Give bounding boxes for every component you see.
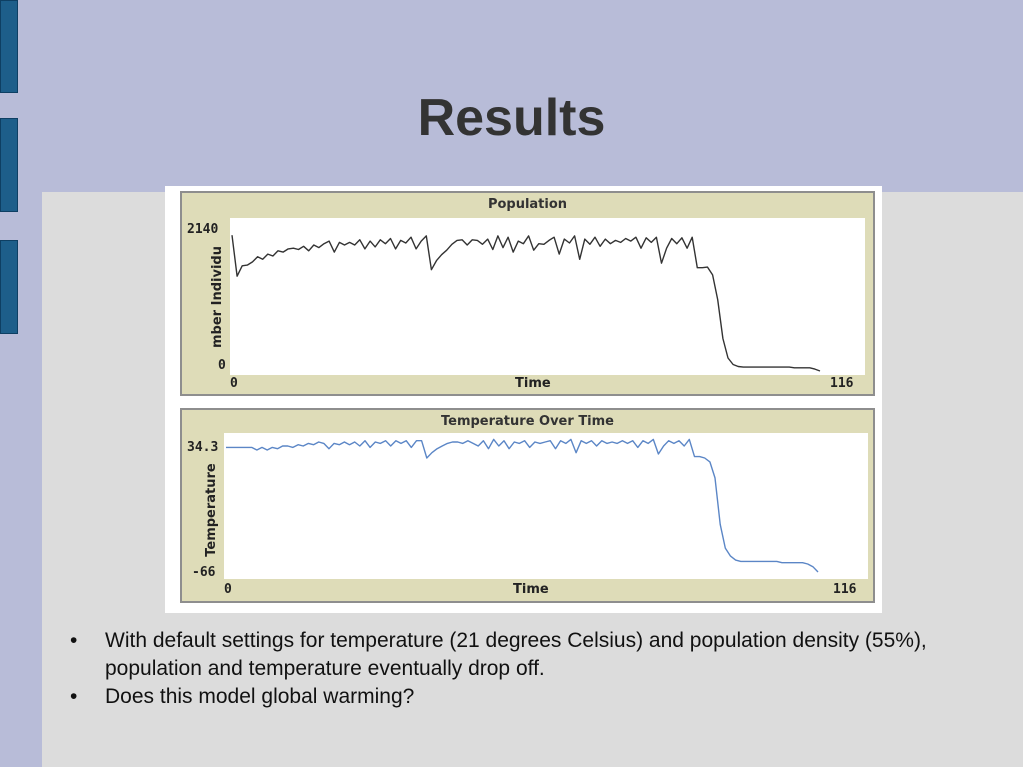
population-y-label: mber Individu xyxy=(210,246,225,348)
bullet-item-1: With default settings for temperature (2… xyxy=(70,627,970,683)
population-plot: Population 2140 0 mber Individu 0 Time 1… xyxy=(180,191,875,396)
population-plot-title: Population xyxy=(487,197,568,212)
bullet-list: With default settings for temperature (2… xyxy=(70,627,970,711)
side-tab-2 xyxy=(0,118,18,212)
temperature-line-svg xyxy=(226,438,819,573)
temperature-line xyxy=(226,438,819,573)
population-y-label-clip: mber Individu xyxy=(208,237,228,357)
temperature-y-min-label: -66 xyxy=(192,565,216,580)
temperature-plot-canvas xyxy=(224,433,868,579)
temperature-x-max-label: 116 xyxy=(833,582,857,597)
population-x-min-label: 0 xyxy=(230,376,238,391)
bullet-item-2: Does this model global warming? xyxy=(70,683,970,711)
temperature-y-label: Temperature xyxy=(204,463,219,557)
temperature-x-min-label: 0 xyxy=(224,582,232,597)
temperature-plot: Temperature Over Time 34.3 -66 Temperatu… xyxy=(180,408,875,603)
temperature-y-label-clip: Temperature xyxy=(202,458,222,562)
slide-title: Results xyxy=(417,89,606,147)
population-x-max-label: 116 xyxy=(830,376,854,391)
temperature-y-max-label: 34.3 xyxy=(187,440,219,455)
population-plot-canvas xyxy=(230,218,865,375)
population-line-svg xyxy=(231,235,821,372)
population-line xyxy=(231,235,821,372)
population-y-min-label: 0 xyxy=(218,358,226,373)
chart-area: Population 2140 0 mber Individu 0 Time 1… xyxy=(165,186,882,613)
temperature-x-label: Time xyxy=(513,582,549,597)
side-tab-3 xyxy=(0,240,18,334)
temperature-plot-title: Temperature Over Time xyxy=(441,414,614,429)
population-x-label: Time xyxy=(515,376,551,391)
population-y-max-label: 2140 xyxy=(187,222,219,237)
side-tab-1 xyxy=(0,0,18,93)
